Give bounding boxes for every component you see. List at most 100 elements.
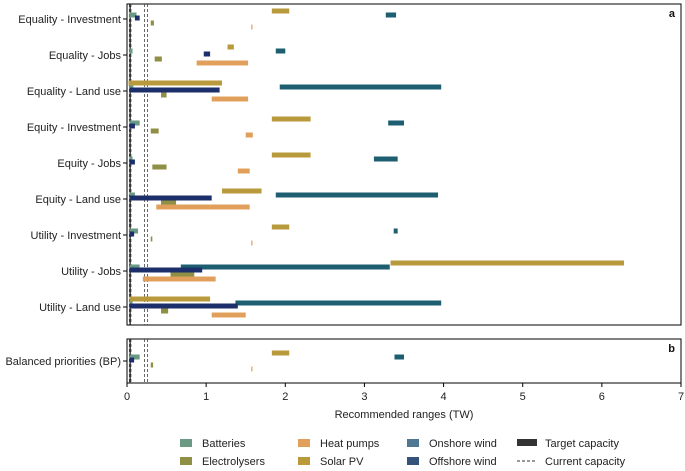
bar-electrolysers bbox=[152, 164, 167, 170]
bar-offshore-wind bbox=[134, 15, 140, 21]
y-tick-label: Equality - Jobs bbox=[49, 50, 122, 62]
x-tick-label: 6 bbox=[599, 391, 605, 403]
legend-label: Target capacity bbox=[545, 438, 619, 450]
bar-solar-pv bbox=[129, 296, 211, 302]
bar-solar-pv bbox=[271, 116, 311, 122]
bar-electrolysers bbox=[161, 308, 169, 314]
bar-onshore-wind bbox=[394, 354, 404, 360]
legend-swatch-target bbox=[517, 439, 537, 446]
bar-offshore-wind bbox=[129, 87, 220, 93]
bar-onshore-wind bbox=[275, 48, 286, 54]
bar-onshore-wind bbox=[373, 156, 398, 162]
bar-heat-pumps bbox=[211, 312, 246, 318]
bar-offshore-wind bbox=[129, 357, 135, 363]
x-tick-label: 5 bbox=[520, 391, 526, 403]
bar-offshore-wind bbox=[203, 51, 211, 57]
panel-letter: a bbox=[669, 8, 676, 20]
y-tick-label: Utility - Investment bbox=[31, 230, 121, 242]
bar-electrolysers bbox=[150, 20, 154, 26]
bar-heat-pumps bbox=[156, 204, 250, 210]
bar-onshore-wind bbox=[279, 84, 442, 90]
bar-batteries bbox=[129, 120, 140, 126]
bar-solar-pv bbox=[271, 8, 290, 14]
bar-heat-pumps bbox=[211, 96, 249, 102]
bar-heat-pumps bbox=[251, 366, 253, 372]
bar-heat-pumps bbox=[237, 168, 250, 174]
legend-label: Heat pumps bbox=[320, 438, 380, 450]
bar-batteries bbox=[129, 264, 140, 270]
bar-onshore-wind bbox=[388, 120, 404, 126]
bar-solar-pv bbox=[271, 350, 290, 356]
bar-solar-pv bbox=[271, 152, 311, 158]
panel-b: Balanced priorities (BP) b bbox=[5, 338, 682, 384]
bar-onshore-wind bbox=[393, 228, 398, 234]
bar-electrolysers bbox=[150, 236, 153, 242]
bar-batteries bbox=[129, 300, 133, 306]
bar-batteries bbox=[129, 354, 140, 360]
x-axis: 0 1 2 3 4 5 6 7 bbox=[124, 383, 684, 403]
y-tick-label: Equity - Land use bbox=[35, 194, 121, 206]
bar-solar-pv bbox=[271, 224, 290, 230]
bar-onshore-wind bbox=[235, 300, 442, 306]
bar-solar-pv bbox=[128, 80, 222, 86]
bar-batteries bbox=[129, 192, 135, 198]
bar-electrolysers bbox=[161, 92, 167, 98]
bar-heat-pumps bbox=[196, 60, 249, 66]
legend-swatch bbox=[407, 457, 419, 465]
y-tick-label: Equity - Jobs bbox=[57, 158, 121, 170]
legend-label: Offshore wind bbox=[429, 456, 497, 468]
bar-batteries bbox=[129, 228, 139, 234]
bar-electrolysers bbox=[161, 200, 177, 206]
bar-onshore-wind bbox=[385, 12, 397, 18]
x-tick-label: 7 bbox=[678, 391, 684, 403]
x-tick-label: 4 bbox=[441, 391, 447, 403]
bar-batteries bbox=[129, 12, 137, 18]
bar-offshore-wind bbox=[129, 159, 135, 165]
y-tick-label: Utility - Land use bbox=[39, 302, 121, 314]
bar-heat-pumps bbox=[142, 276, 216, 282]
legend-swatch bbox=[298, 457, 310, 465]
x-tick-label: 1 bbox=[203, 391, 209, 403]
panel-letter: b bbox=[668, 343, 675, 355]
bar-offshore-wind bbox=[129, 303, 238, 309]
y-tick-label: Balanced priorities (BP) bbox=[5, 356, 121, 368]
legend-label: Onshore wind bbox=[429, 438, 497, 450]
y-tick-label: Equality - Land use bbox=[27, 86, 121, 98]
panel-a: Equality - Investment Equality - Jobs Equa… bbox=[18, 3, 682, 326]
bar-offshore-wind bbox=[129, 123, 135, 129]
bar-electrolysers bbox=[150, 362, 154, 368]
legend-label: Solar PV bbox=[320, 456, 364, 468]
legend-label: Batteries bbox=[202, 438, 246, 450]
x-tick-label: 3 bbox=[361, 391, 367, 403]
bar-batteries bbox=[129, 156, 133, 162]
legend-swatch bbox=[180, 457, 192, 465]
legend-swatch bbox=[407, 439, 419, 447]
legend-swatch bbox=[180, 439, 192, 447]
bar-solar-pv bbox=[390, 260, 625, 266]
legend: Batteries Electrolysers Heat pumps Solar PV… bbox=[180, 438, 626, 468]
bar-batteries bbox=[129, 84, 134, 90]
legend-swatch bbox=[298, 439, 310, 447]
y-tick-label: Utility - Jobs bbox=[61, 266, 121, 278]
bar-offshore-wind bbox=[129, 231, 135, 237]
bar-solar-pv bbox=[221, 188, 262, 194]
panel-frame bbox=[126, 338, 682, 384]
x-tick-label: 0 bbox=[124, 391, 130, 403]
x-axis-title: Recommended ranges (TW) bbox=[335, 409, 474, 421]
bar-heat-pumps bbox=[251, 24, 253, 30]
bar-batteries bbox=[129, 48, 133, 54]
bar-electrolysers bbox=[150, 128, 159, 134]
y-tick-label: Equity - Investment bbox=[27, 122, 121, 134]
bar-solar-pv bbox=[227, 44, 234, 50]
bar-heat-pumps bbox=[251, 240, 253, 246]
bar-onshore-wind bbox=[180, 264, 390, 270]
bar-electrolysers bbox=[170, 272, 195, 278]
y-tick-label: Equality - Investment bbox=[18, 14, 121, 26]
bar-onshore-wind bbox=[275, 192, 439, 198]
panel-frame bbox=[126, 3, 682, 326]
bar-offshore-wind bbox=[129, 195, 212, 201]
bar-electrolysers bbox=[154, 56, 162, 62]
legend-label: Electrolysers bbox=[202, 456, 265, 468]
x-tick-label: 2 bbox=[282, 391, 288, 403]
